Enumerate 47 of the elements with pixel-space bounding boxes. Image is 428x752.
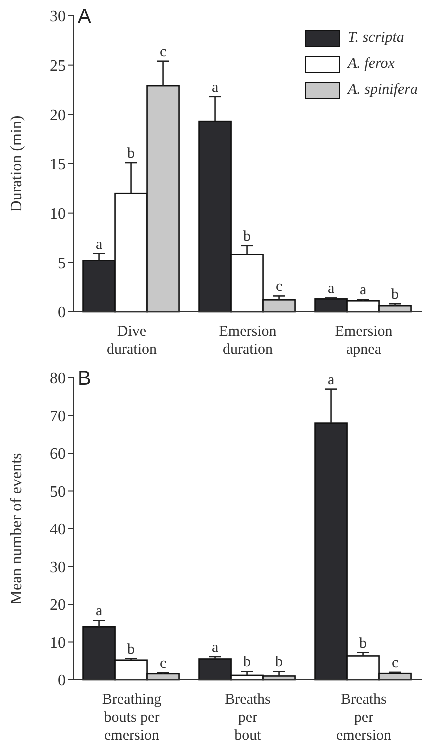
data-label: a (96, 604, 103, 620)
y-tick-label: 10 (50, 634, 66, 652)
y-tick-label: 0 (58, 304, 66, 322)
legend-label: T. scripta (348, 30, 404, 47)
data-label: b (128, 642, 136, 658)
y-tick-label: 20 (50, 597, 66, 614)
data-label: a (328, 281, 335, 298)
legend-label: A. spinifera (348, 82, 418, 99)
data-label: b (360, 636, 368, 652)
y-tick-label: 60 (50, 446, 66, 464)
data-label: b (392, 287, 400, 304)
data-label: a (212, 80, 219, 96)
y-tick-label: 40 (50, 522, 66, 539)
data-label: c (160, 44, 167, 60)
data-label: a (328, 372, 335, 388)
data-label: b (276, 654, 284, 671)
x-tick-label: Emersion duration (219, 324, 278, 358)
data-label: a (96, 236, 103, 253)
y-tick-label: 80 (50, 370, 66, 388)
y-tick-label: 25 (50, 58, 66, 76)
x-tick-label: Emersion apnea (335, 324, 394, 358)
data-label: c (276, 279, 283, 296)
chart-title: A (78, 6, 92, 29)
y-tick-label: 20 (50, 107, 66, 124)
legend-label: A. ferox (348, 56, 395, 73)
data-label: c (392, 655, 399, 672)
chart-title: B (78, 368, 92, 391)
x-tick-label: Dive duration (107, 324, 158, 358)
data-label: c (160, 656, 167, 672)
y-tick-label: 50 (50, 484, 66, 501)
y-tick-label: 30 (50, 559, 66, 576)
y-axis-title: Duration (min) (8, 116, 26, 212)
data-label: b (128, 146, 136, 162)
data-label: a (212, 640, 219, 656)
y-tick-label: 10 (50, 206, 66, 224)
data-label: b (244, 654, 252, 671)
y-tick-label: 70 (50, 408, 66, 426)
data-label: a (360, 282, 367, 299)
x-tick-label: Breaths per bout (225, 692, 272, 744)
x-tick-label: Breathing bouts per emersion (102, 692, 162, 744)
y-tick-label: 0 (58, 672, 66, 690)
y-tick-label: 30 (50, 8, 66, 26)
x-tick-label: Breaths per emersion (336, 692, 392, 744)
y-tick-label: 5 (58, 255, 66, 272)
y-tick-label: 15 (50, 156, 66, 174)
data-label: b (244, 228, 252, 245)
y-axis-title: Mean number of events (8, 453, 26, 605)
